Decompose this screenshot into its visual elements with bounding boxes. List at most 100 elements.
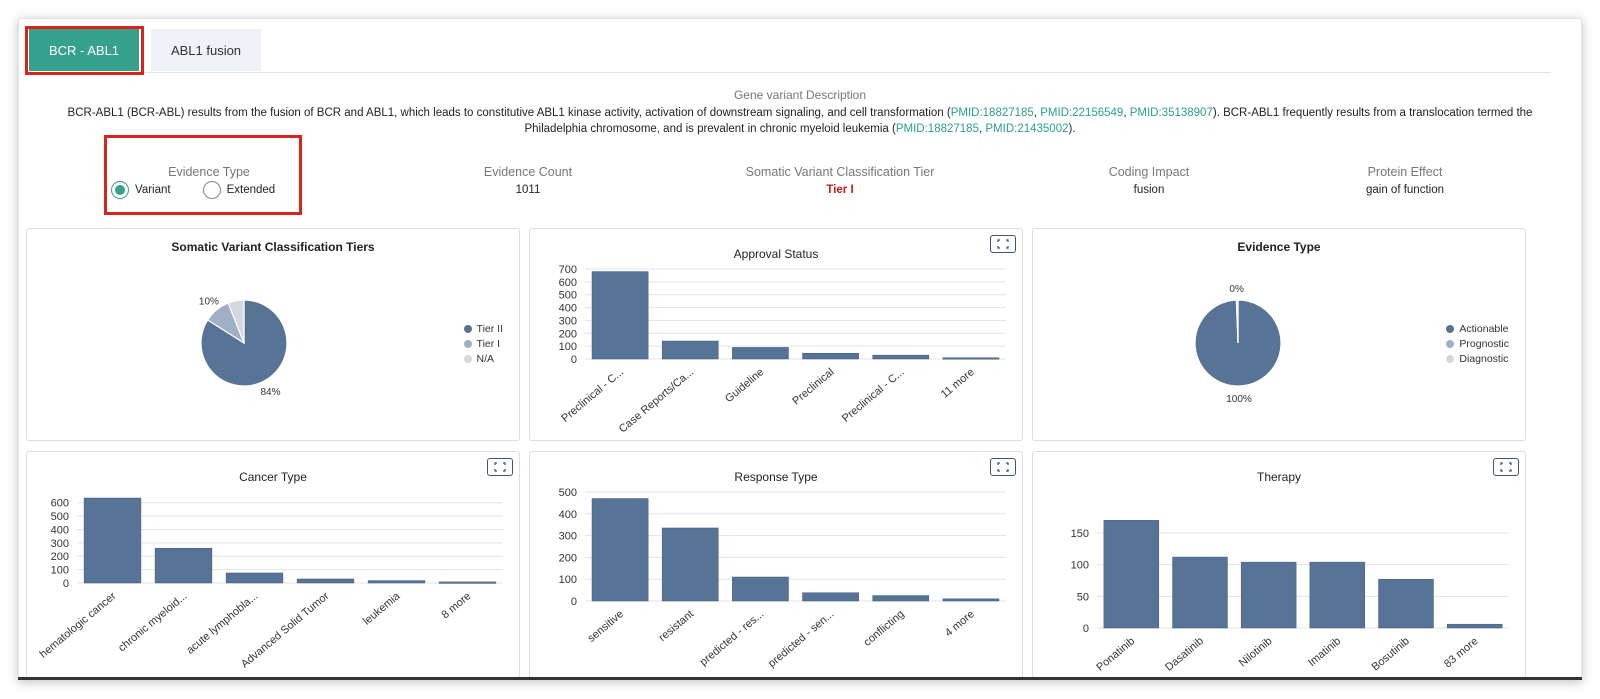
- x-tick-label: Preclinical: [790, 366, 836, 407]
- protein-effect-value: gain of function: [1365, 184, 1444, 196]
- bar[interactable]: [802, 352, 859, 360]
- tiers-pie-chart: 84% 10%: [199, 297, 288, 398]
- bar[interactable]: [942, 357, 1000, 360]
- pmid-link[interactable]: PMID:22156549: [1040, 107, 1124, 119]
- x-tick-label: hematologic cancer: [38, 590, 119, 661]
- bar[interactable]: [1309, 561, 1366, 629]
- evidence_type-legend: Actionable Prognostic Diagnostic: [1446, 321, 1509, 366]
- x-tick-label: Nilotinib: [1237, 635, 1275, 669]
- bar[interactable]: [1240, 561, 1297, 629]
- y-tick-label: 150: [1071, 528, 1089, 540]
- coding-impact-label: Coding Impact: [1108, 165, 1190, 179]
- bar[interactable]: [802, 592, 859, 602]
- approval-chart-card: 0 100 200 300 400 500 600 700 Preclinical - C...…: [529, 228, 1023, 441]
- bar[interactable]: [591, 271, 649, 360]
- response-chart-card: 0 100 200 300 400 500 sensitive resistant predic…: [529, 451, 1023, 679]
- evidence-type-selector: Evidence Type Variant Extended: [111, 165, 307, 199]
- legend-item[interactable]: Actionable: [1446, 321, 1509, 336]
- bar[interactable]: [872, 595, 930, 602]
- legend-item[interactable]: Tier I: [463, 336, 503, 351]
- pmid-link[interactable]: PMID:35138907: [1129, 107, 1213, 119]
- y-tick-label: 100: [559, 574, 577, 586]
- response-expand-button[interactable]: [990, 458, 1016, 476]
- bar[interactable]: [1446, 623, 1503, 629]
- y-tick-label: 700: [559, 264, 577, 276]
- y-tick-label: 0: [571, 354, 577, 366]
- legend-label: Prognostic: [1459, 337, 1509, 350]
- variant-radio-label[interactable]: Variant: [135, 184, 171, 196]
- pmid-link[interactable]: PMID:18827185: [950, 107, 1034, 119]
- evidence-count-value: 1011: [515, 184, 541, 196]
- bar[interactable]: [225, 572, 284, 584]
- evidence-type-options: Variant Extended: [111, 181, 307, 199]
- cancer-expand-button[interactable]: [487, 458, 513, 476]
- therapy-expand-button[interactable]: [1493, 458, 1519, 476]
- main-window: BCR - ABL1 ABL1 fusion Gene variant Desc…: [18, 18, 1582, 680]
- cancer-chart-title: Cancer Type: [239, 470, 307, 484]
- bar[interactable]: [438, 581, 497, 584]
- y-tick-label: 500: [51, 511, 69, 523]
- bar[interactable]: [732, 576, 789, 602]
- pie-slice[interactable]: [227, 299, 245, 344]
- x-tick-label: sensitive: [586, 608, 626, 645]
- tab-bcr-abl1[interactable]: BCR - ABL1: [29, 29, 139, 71]
- legend-swatch: [1446, 339, 1455, 348]
- bar[interactable]: [591, 498, 649, 602]
- description-text: ,: [1123, 107, 1130, 119]
- variant-tabbar: BCR - ABL1 ABL1 fusion: [25, 29, 1551, 73]
- tiers-chart-title: Somatic Variant Classification Tiers: [171, 240, 375, 254]
- pie-slice-label: 84%: [260, 387, 280, 398]
- legend-swatch: [1446, 354, 1455, 363]
- pmid-link[interactable]: PMID:18827185: [895, 123, 979, 135]
- gene-variant-description: BCR-ABL1 (BCR-ABL) results from the fusi…: [49, 105, 1551, 137]
- legend-item[interactable]: Prognostic: [1446, 336, 1509, 351]
- x-tick-label: Dasatinib: [1163, 635, 1206, 674]
- extended-radio[interactable]: [202, 181, 221, 199]
- tiers-chart-card: 84% 10% Somatic Variant Classification Ti…: [26, 228, 520, 441]
- protein-effect: Protein Effect gain of function: [1305, 165, 1505, 196]
- legend-item[interactable]: Tier II: [463, 321, 503, 336]
- bar[interactable]: [296, 578, 355, 584]
- bar[interactable]: [942, 598, 1000, 602]
- legend-swatch: [463, 354, 472, 363]
- bar[interactable]: [367, 580, 426, 584]
- pie-slice-label: 100%: [1226, 394, 1252, 405]
- therapy-chart-title: Therapy: [1256, 470, 1302, 484]
- y-tick-label: 100: [1071, 560, 1089, 572]
- y-tick-label: 600: [51, 498, 69, 510]
- bar[interactable]: [154, 547, 213, 584]
- y-tick-label: 400: [559, 303, 577, 315]
- y-tick-label: 0: [63, 578, 69, 590]
- bar[interactable]: [732, 347, 789, 360]
- tab-abl1-fusion[interactable]: ABL1 fusion: [151, 29, 261, 71]
- bar[interactable]: [83, 497, 142, 584]
- x-tick-label: Preclinical - C...: [559, 366, 626, 425]
- description-title: Gene variant Description: [733, 88, 867, 102]
- bar[interactable]: [872, 354, 930, 360]
- x-tick-label: chronic myeloid...: [116, 590, 189, 654]
- legend-label: Actionable: [1459, 322, 1509, 335]
- bar[interactable]: [1103, 520, 1160, 629]
- extended-radio-label[interactable]: Extended: [226, 184, 276, 196]
- legend-item[interactable]: Diagnostic: [1446, 351, 1509, 366]
- bar[interactable]: [1378, 578, 1434, 629]
- pie-slice-label: 10%: [199, 297, 219, 308]
- legend-item[interactable]: N/A: [463, 351, 503, 366]
- therapy-chart-card: 0 50 100 150 Ponatinib Dasatinib Nilotinib Imat…: [1032, 451, 1526, 679]
- evidence_type-pie-chart: 100% 0%: [1194, 284, 1282, 405]
- protein-effect-label: Protein Effect: [1367, 165, 1443, 179]
- legend-label: Tier II: [476, 322, 503, 335]
- pmid-link[interactable]: PMID:21435002: [985, 123, 1069, 135]
- y-tick-label: 500: [559, 290, 577, 302]
- y-tick-label: 400: [51, 524, 69, 536]
- variant-radio[interactable]: [111, 181, 129, 199]
- approval-expand-button[interactable]: [990, 235, 1016, 253]
- evidence-type-chart-card: 100% 0% Evidence Type Actionable Prognosti…: [1032, 228, 1526, 441]
- bar[interactable]: [1172, 556, 1228, 629]
- bar[interactable]: [661, 527, 719, 602]
- approval-chart-title: Approval Status: [733, 247, 819, 261]
- bar[interactable]: [661, 340, 719, 360]
- pie-slice[interactable]: [1236, 299, 1239, 344]
- pie-slice-label: 0%: [1229, 284, 1244, 295]
